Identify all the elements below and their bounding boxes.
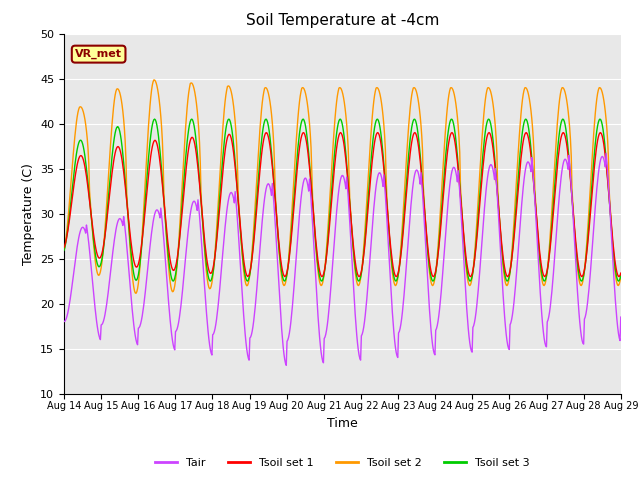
Text: VR_met: VR_met [75, 49, 122, 59]
X-axis label: Time: Time [327, 417, 358, 430]
Legend: Tair, Tsoil set 1, Tsoil set 2, Tsoil set 3: Tair, Tsoil set 1, Tsoil set 2, Tsoil se… [150, 453, 534, 472]
Y-axis label: Temperature (C): Temperature (C) [22, 163, 35, 264]
Title: Soil Temperature at -4cm: Soil Temperature at -4cm [246, 13, 439, 28]
